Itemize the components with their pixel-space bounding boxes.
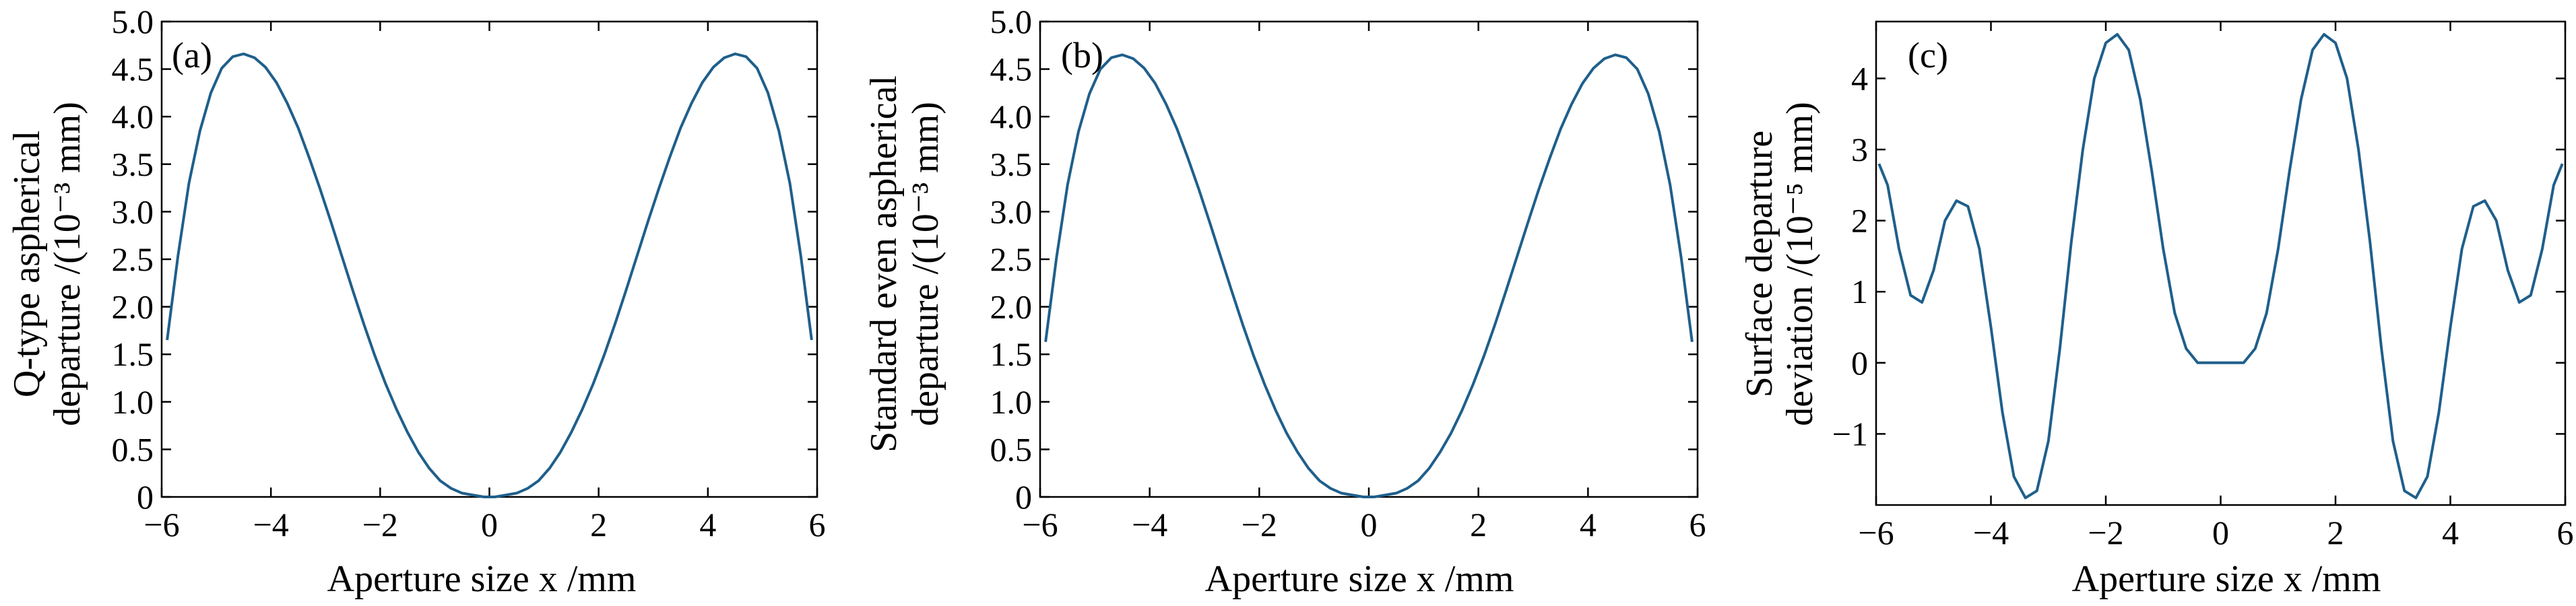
x-tick-label: 2 — [2327, 514, 2344, 551]
plot-area-b: −6 −4 −2 0 2 4 6 0 0.5 1.0 1.5 2.0 2.5 3.0 3.5 4.0 4.5 5.… — [990, 3, 1706, 543]
y-tick-label: 4.5 — [990, 50, 1033, 88]
plot-frame-a — [160, 20, 818, 498]
y-axis-label-b-line1: Standard even aspherical — [863, 75, 905, 452]
y-tick-label: 0 — [1851, 344, 1868, 382]
y-tick-label: −1 — [1832, 415, 1868, 452]
x-tick-label: 2 — [1470, 506, 1487, 543]
y-tick-label: 0.5 — [112, 430, 154, 468]
y-axis-label-c-line2: deviation /(10⁻⁵ mm) — [1779, 102, 1821, 426]
x-tick-label: 0 — [2212, 514, 2229, 551]
panel-label-c: (c) — [1908, 35, 1948, 75]
x-tick-label: 2 — [590, 506, 607, 543]
y-axis-label-a-line2: departure /(10⁻³ mm) — [46, 102, 88, 426]
y-tick-label: 4.0 — [990, 98, 1033, 135]
y-tick-label: 0 — [1015, 478, 1032, 516]
y-tick-label: 3 — [1851, 131, 1868, 168]
panel-label-a: (a) — [172, 35, 212, 75]
plot-frame-c — [1875, 20, 2567, 506]
y-tick-label: 5.0 — [112, 3, 154, 40]
x-tick-label: 6 — [2557, 514, 2574, 551]
x-tick-label: 4 — [699, 506, 716, 543]
y-tick-label: 1.5 — [990, 335, 1033, 373]
y-tick-label: 3.0 — [990, 193, 1033, 230]
series-line-c-0 — [1877, 33, 2564, 500]
y-tick-label: 0.5 — [990, 430, 1033, 468]
y-tick-label: 4.0 — [112, 98, 154, 135]
x-tick-label: 6 — [809, 506, 826, 543]
y-tick-label: 2.5 — [112, 240, 154, 278]
x-tick-label: −2 — [362, 506, 398, 543]
series-line-a-0 — [166, 53, 813, 498]
y-tick-label: 1.5 — [112, 335, 154, 373]
plot-frame-b — [1039, 20, 1699, 498]
y-tick-label: 5.0 — [990, 3, 1033, 40]
y-axis-label-c-line1: Surface departure — [1739, 131, 1780, 397]
series-line-b-0 — [1044, 53, 1694, 498]
y-tick-label: 3.5 — [990, 145, 1033, 183]
x-axis-label-b: Aperture size x /mm — [1205, 558, 1514, 600]
x-tick-label: −6 — [1022, 506, 1058, 543]
x-tick-label: 0 — [1361, 506, 1378, 543]
x-tick-label: 4 — [1580, 506, 1597, 543]
panel-a: −6 −4 −2 0 2 4 6 0 0.5 1.0 1.5 2.0 2.5 3.0 3.5 4.0 4.5 5.… — [6, 3, 826, 600]
panel-label-b: (b) — [1061, 35, 1103, 75]
panel-c: −6 −4 −2 0 2 4 6 −1 0 1 2 3 4 (c) Aperture size x /m… — [1739, 20, 2574, 600]
y-tick-label: 0 — [137, 478, 154, 516]
y-tick-label: 2 — [1851, 202, 1868, 240]
x-tick-label: 6 — [1689, 506, 1706, 543]
y-tick-label: 1.0 — [990, 383, 1033, 421]
x-tick-label: −6 — [143, 506, 179, 543]
x-tick-label: 0 — [481, 506, 498, 543]
x-tick-label: −4 — [253, 506, 289, 543]
y-tick-label: 4 — [1851, 59, 1868, 97]
y-tick-label: 2.0 — [112, 288, 154, 326]
x-axis-label-c: Aperture size x /mm — [2072, 558, 2381, 600]
y-axis-label-a-line1: Q-type aspherical — [6, 131, 48, 397]
panel-b: −6 −4 −2 0 2 4 6 0 0.5 1.0 1.5 2.0 2.5 3.0 3.5 4.0 4.5 5.… — [863, 3, 1706, 600]
plot-area-c: −6 −4 −2 0 2 4 6 −1 0 1 2 3 4 — [1832, 20, 2574, 551]
y-tick-label: 3.0 — [112, 193, 154, 230]
x-axis-label-a: Aperture size x /mm — [327, 558, 637, 600]
y-tick-label: 4.5 — [112, 50, 154, 88]
y-axis-label-b-line2: departure /(10⁻³ mm) — [905, 102, 946, 426]
x-tick-label: −4 — [1132, 506, 1167, 543]
x-tick-label: −4 — [1973, 514, 2009, 551]
y-tick-label: 2.5 — [990, 240, 1033, 278]
x-tick-label: 4 — [2442, 514, 2459, 551]
y-tick-label: 2.0 — [990, 288, 1033, 326]
x-tick-label: −6 — [1858, 514, 1894, 551]
y-tick-label: 1.0 — [112, 383, 154, 421]
plot-area-a: −6 −4 −2 0 2 4 6 0 0.5 1.0 1.5 2.0 2.5 3.0 3.5 4.0 4.5 5.… — [112, 3, 826, 543]
y-tick-label: 1 — [1851, 273, 1868, 310]
x-tick-label: −2 — [1242, 506, 1277, 543]
y-tick-label: 3.5 — [112, 145, 154, 183]
x-tick-label: −2 — [2088, 514, 2123, 551]
